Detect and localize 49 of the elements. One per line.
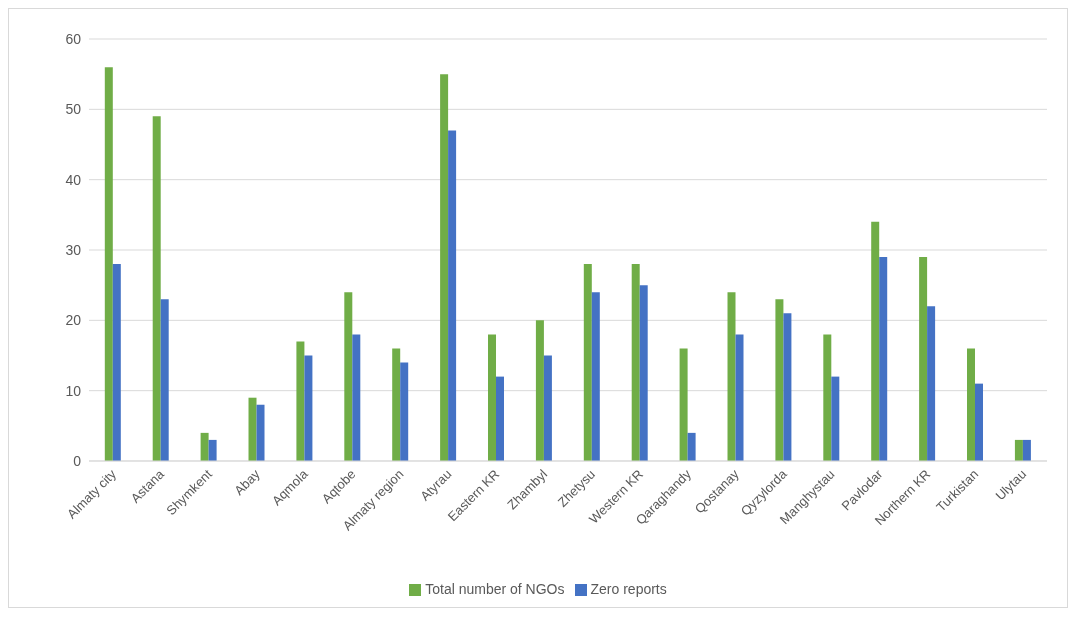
bar — [208, 439, 217, 461]
bar — [543, 355, 552, 461]
y-tick-label: 30 — [65, 241, 82, 258]
y-tick-label: 40 — [65, 171, 82, 188]
bar — [783, 313, 792, 461]
bar — [775, 299, 784, 461]
bar — [919, 257, 928, 461]
bar — [400, 362, 409, 461]
legend-label: Total number of NGOs — [425, 581, 565, 597]
legend-label: Zero reports — [590, 581, 667, 597]
y-tick-label: 50 — [65, 101, 82, 118]
y-tick-label: 10 — [65, 382, 82, 399]
bar — [727, 292, 736, 461]
bar — [448, 130, 457, 461]
bar — [535, 320, 544, 461]
bar — [735, 334, 744, 461]
bar — [967, 348, 976, 461]
bar — [152, 116, 161, 461]
bar — [440, 74, 449, 461]
bar — [344, 292, 353, 461]
bar — [488, 334, 497, 461]
bar — [200, 432, 209, 461]
y-tick-label: 20 — [65, 312, 82, 329]
bar — [591, 292, 600, 461]
bar — [392, 348, 401, 461]
bar — [679, 348, 688, 461]
y-tick-label: 0 — [73, 452, 82, 469]
y-tick-label: 60 — [65, 30, 82, 47]
bar — [687, 432, 696, 461]
bar — [823, 334, 832, 461]
bar — [112, 264, 121, 461]
bar — [256, 404, 265, 461]
bar — [352, 334, 361, 461]
bar — [583, 264, 592, 461]
bar — [871, 221, 880, 461]
bar — [104, 67, 113, 461]
bar — [879, 257, 888, 461]
bar — [1014, 439, 1023, 461]
bar — [1022, 439, 1031, 461]
bar — [631, 264, 640, 461]
bar — [296, 341, 305, 461]
bar — [496, 376, 505, 461]
bar — [975, 383, 984, 461]
bar — [248, 397, 257, 461]
bar — [927, 306, 936, 461]
bar — [160, 299, 169, 461]
bar — [831, 376, 840, 461]
bar — [304, 355, 313, 461]
bar — [639, 285, 648, 461]
